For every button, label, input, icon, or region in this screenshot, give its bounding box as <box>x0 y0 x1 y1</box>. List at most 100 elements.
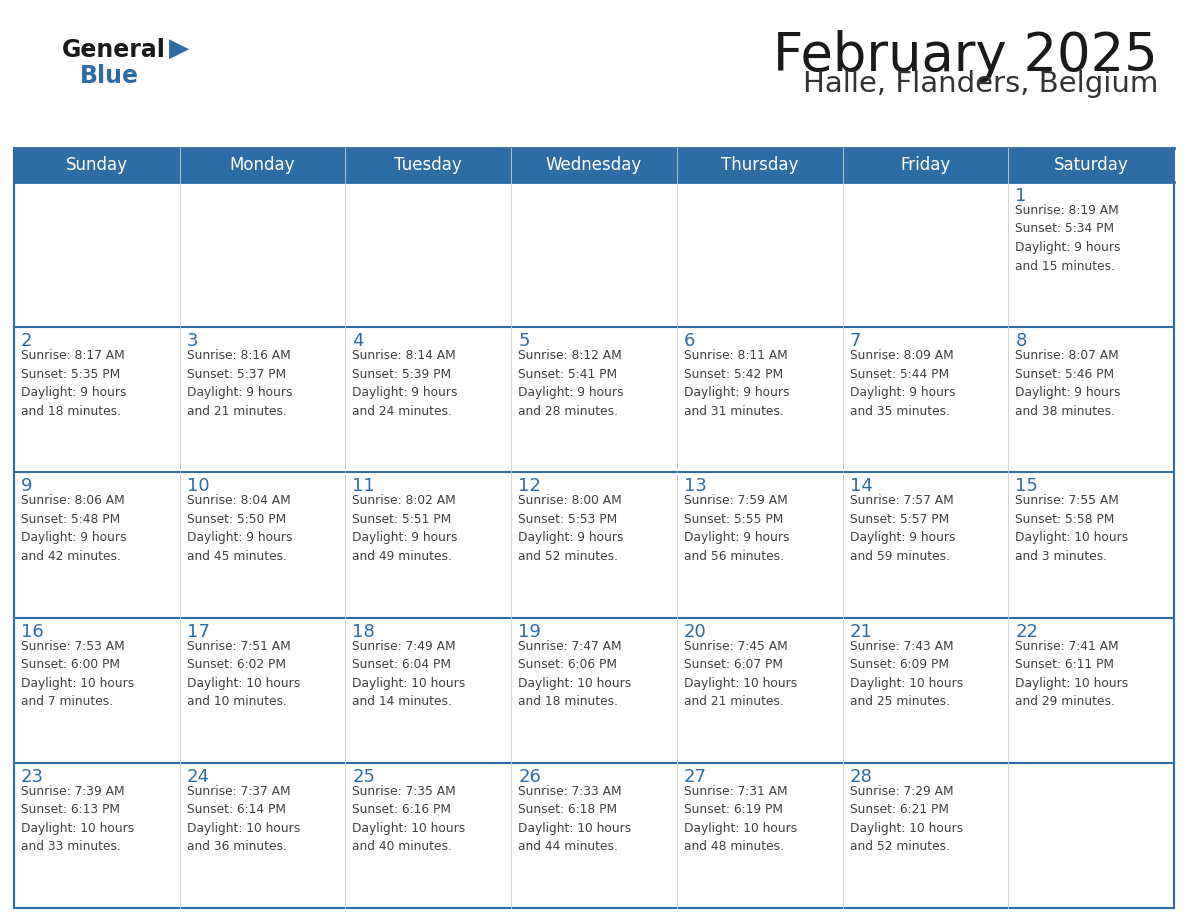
Bar <box>1009 473 1174 618</box>
Bar <box>179 473 346 618</box>
Bar <box>1009 763 1174 908</box>
Text: Wednesday: Wednesday <box>545 156 643 174</box>
Text: Sunrise: 7:55 AM
Sunset: 5:58 PM
Daylight: 10 hours
and 3 minutes.: Sunrise: 7:55 AM Sunset: 5:58 PM Dayligh… <box>1016 495 1129 563</box>
Text: 11: 11 <box>353 477 375 496</box>
Text: Monday: Monday <box>229 156 296 174</box>
Text: 7: 7 <box>849 332 861 350</box>
Text: Sunrise: 7:53 AM
Sunset: 6:00 PM
Daylight: 10 hours
and 7 minutes.: Sunrise: 7:53 AM Sunset: 6:00 PM Dayligh… <box>21 640 134 708</box>
Text: 3: 3 <box>187 332 198 350</box>
Text: Sunrise: 7:43 AM
Sunset: 6:09 PM
Daylight: 10 hours
and 25 minutes.: Sunrise: 7:43 AM Sunset: 6:09 PM Dayligh… <box>849 640 962 708</box>
Bar <box>511 473 677 618</box>
Text: 16: 16 <box>21 622 44 641</box>
Text: Friday: Friday <box>901 156 950 174</box>
Text: ▶: ▶ <box>169 36 189 62</box>
Text: 17: 17 <box>187 622 209 641</box>
Bar <box>842 763 1009 908</box>
Text: 27: 27 <box>684 767 707 786</box>
Bar <box>179 618 346 763</box>
Bar <box>14 763 179 908</box>
Text: Sunrise: 8:14 AM
Sunset: 5:39 PM
Daylight: 9 hours
and 24 minutes.: Sunrise: 8:14 AM Sunset: 5:39 PM Dayligh… <box>353 349 457 418</box>
Text: 25: 25 <box>353 767 375 786</box>
Text: Blue: Blue <box>80 64 139 88</box>
Bar <box>14 327 179 473</box>
Bar <box>14 473 179 618</box>
Text: 21: 21 <box>849 622 872 641</box>
Bar <box>677 763 842 908</box>
Bar <box>14 618 179 763</box>
Text: Sunrise: 7:29 AM
Sunset: 6:21 PM
Daylight: 10 hours
and 52 minutes.: Sunrise: 7:29 AM Sunset: 6:21 PM Dayligh… <box>849 785 962 854</box>
Text: 20: 20 <box>684 622 707 641</box>
Text: 28: 28 <box>849 767 872 786</box>
Text: Sunrise: 8:09 AM
Sunset: 5:44 PM
Daylight: 9 hours
and 35 minutes.: Sunrise: 8:09 AM Sunset: 5:44 PM Dayligh… <box>849 349 955 418</box>
Text: Sunrise: 7:37 AM
Sunset: 6:14 PM
Daylight: 10 hours
and 36 minutes.: Sunrise: 7:37 AM Sunset: 6:14 PM Dayligh… <box>187 785 299 854</box>
Text: 13: 13 <box>684 477 707 496</box>
Text: Sunrise: 7:41 AM
Sunset: 6:11 PM
Daylight: 10 hours
and 29 minutes.: Sunrise: 7:41 AM Sunset: 6:11 PM Dayligh… <box>1016 640 1129 708</box>
Text: 18: 18 <box>353 622 375 641</box>
Text: Sunrise: 8:12 AM
Sunset: 5:41 PM
Daylight: 9 hours
and 28 minutes.: Sunrise: 8:12 AM Sunset: 5:41 PM Dayligh… <box>518 349 624 418</box>
Bar <box>346 763 511 908</box>
Text: Sunrise: 7:45 AM
Sunset: 6:07 PM
Daylight: 10 hours
and 21 minutes.: Sunrise: 7:45 AM Sunset: 6:07 PM Dayligh… <box>684 640 797 708</box>
Bar <box>511 618 677 763</box>
Bar <box>842 473 1009 618</box>
Bar <box>179 182 346 327</box>
Text: Thursday: Thursday <box>721 156 798 174</box>
Text: Sunrise: 7:49 AM
Sunset: 6:04 PM
Daylight: 10 hours
and 14 minutes.: Sunrise: 7:49 AM Sunset: 6:04 PM Dayligh… <box>353 640 466 708</box>
Text: 12: 12 <box>518 477 541 496</box>
Text: Sunrise: 8:16 AM
Sunset: 5:37 PM
Daylight: 9 hours
and 21 minutes.: Sunrise: 8:16 AM Sunset: 5:37 PM Dayligh… <box>187 349 292 418</box>
Text: Sunrise: 7:47 AM
Sunset: 6:06 PM
Daylight: 10 hours
and 18 minutes.: Sunrise: 7:47 AM Sunset: 6:06 PM Dayligh… <box>518 640 631 708</box>
Bar <box>179 327 346 473</box>
Bar <box>14 148 1174 182</box>
Bar <box>511 327 677 473</box>
Bar <box>511 763 677 908</box>
Text: 24: 24 <box>187 767 210 786</box>
Text: Sunrise: 7:59 AM
Sunset: 5:55 PM
Daylight: 9 hours
and 56 minutes.: Sunrise: 7:59 AM Sunset: 5:55 PM Dayligh… <box>684 495 789 563</box>
Text: 23: 23 <box>21 767 44 786</box>
Text: 14: 14 <box>849 477 872 496</box>
Bar <box>677 182 842 327</box>
Text: 26: 26 <box>518 767 541 786</box>
Bar <box>677 327 842 473</box>
Text: 22: 22 <box>1016 622 1038 641</box>
Text: Saturday: Saturday <box>1054 156 1129 174</box>
Text: Sunrise: 7:57 AM
Sunset: 5:57 PM
Daylight: 9 hours
and 59 minutes.: Sunrise: 7:57 AM Sunset: 5:57 PM Dayligh… <box>849 495 955 563</box>
Text: Sunrise: 8:11 AM
Sunset: 5:42 PM
Daylight: 9 hours
and 31 minutes.: Sunrise: 8:11 AM Sunset: 5:42 PM Dayligh… <box>684 349 789 418</box>
Text: Sunrise: 7:33 AM
Sunset: 6:18 PM
Daylight: 10 hours
and 44 minutes.: Sunrise: 7:33 AM Sunset: 6:18 PM Dayligh… <box>518 785 631 854</box>
Bar <box>842 618 1009 763</box>
Bar <box>842 327 1009 473</box>
Text: February 2025: February 2025 <box>773 30 1158 82</box>
Text: 2: 2 <box>21 332 32 350</box>
Text: 15: 15 <box>1016 477 1038 496</box>
Text: Sunrise: 8:07 AM
Sunset: 5:46 PM
Daylight: 9 hours
and 38 minutes.: Sunrise: 8:07 AM Sunset: 5:46 PM Dayligh… <box>1016 349 1120 418</box>
Text: General: General <box>62 38 166 62</box>
Text: Sunrise: 7:51 AM
Sunset: 6:02 PM
Daylight: 10 hours
and 10 minutes.: Sunrise: 7:51 AM Sunset: 6:02 PM Dayligh… <box>187 640 299 708</box>
Text: Sunrise: 8:06 AM
Sunset: 5:48 PM
Daylight: 9 hours
and 42 minutes.: Sunrise: 8:06 AM Sunset: 5:48 PM Dayligh… <box>21 495 126 563</box>
Text: Sunday: Sunday <box>65 156 128 174</box>
Bar <box>346 618 511 763</box>
Text: 9: 9 <box>21 477 32 496</box>
Text: 10: 10 <box>187 477 209 496</box>
Text: 5: 5 <box>518 332 530 350</box>
Bar <box>1009 182 1174 327</box>
Text: 4: 4 <box>353 332 364 350</box>
Bar <box>346 182 511 327</box>
Bar <box>677 618 842 763</box>
Text: Tuesday: Tuesday <box>394 156 462 174</box>
Bar <box>511 182 677 327</box>
Bar <box>1009 618 1174 763</box>
Text: Sunrise: 8:19 AM
Sunset: 5:34 PM
Daylight: 9 hours
and 15 minutes.: Sunrise: 8:19 AM Sunset: 5:34 PM Dayligh… <box>1016 204 1120 273</box>
Text: Sunrise: 7:35 AM
Sunset: 6:16 PM
Daylight: 10 hours
and 40 minutes.: Sunrise: 7:35 AM Sunset: 6:16 PM Dayligh… <box>353 785 466 854</box>
Bar <box>1009 327 1174 473</box>
Bar <box>677 473 842 618</box>
Text: Sunrise: 8:02 AM
Sunset: 5:51 PM
Daylight: 9 hours
and 49 minutes.: Sunrise: 8:02 AM Sunset: 5:51 PM Dayligh… <box>353 495 457 563</box>
Text: Halle, Flanders, Belgium: Halle, Flanders, Belgium <box>803 70 1158 98</box>
Bar <box>14 182 179 327</box>
Bar <box>346 327 511 473</box>
Text: Sunrise: 8:17 AM
Sunset: 5:35 PM
Daylight: 9 hours
and 18 minutes.: Sunrise: 8:17 AM Sunset: 5:35 PM Dayligh… <box>21 349 126 418</box>
Text: Sunrise: 8:04 AM
Sunset: 5:50 PM
Daylight: 9 hours
and 45 minutes.: Sunrise: 8:04 AM Sunset: 5:50 PM Dayligh… <box>187 495 292 563</box>
Text: 8: 8 <box>1016 332 1026 350</box>
Text: Sunrise: 7:31 AM
Sunset: 6:19 PM
Daylight: 10 hours
and 48 minutes.: Sunrise: 7:31 AM Sunset: 6:19 PM Dayligh… <box>684 785 797 854</box>
Bar <box>179 763 346 908</box>
Text: Sunrise: 7:39 AM
Sunset: 6:13 PM
Daylight: 10 hours
and 33 minutes.: Sunrise: 7:39 AM Sunset: 6:13 PM Dayligh… <box>21 785 134 854</box>
Text: 1: 1 <box>1016 187 1026 205</box>
Text: 19: 19 <box>518 622 541 641</box>
